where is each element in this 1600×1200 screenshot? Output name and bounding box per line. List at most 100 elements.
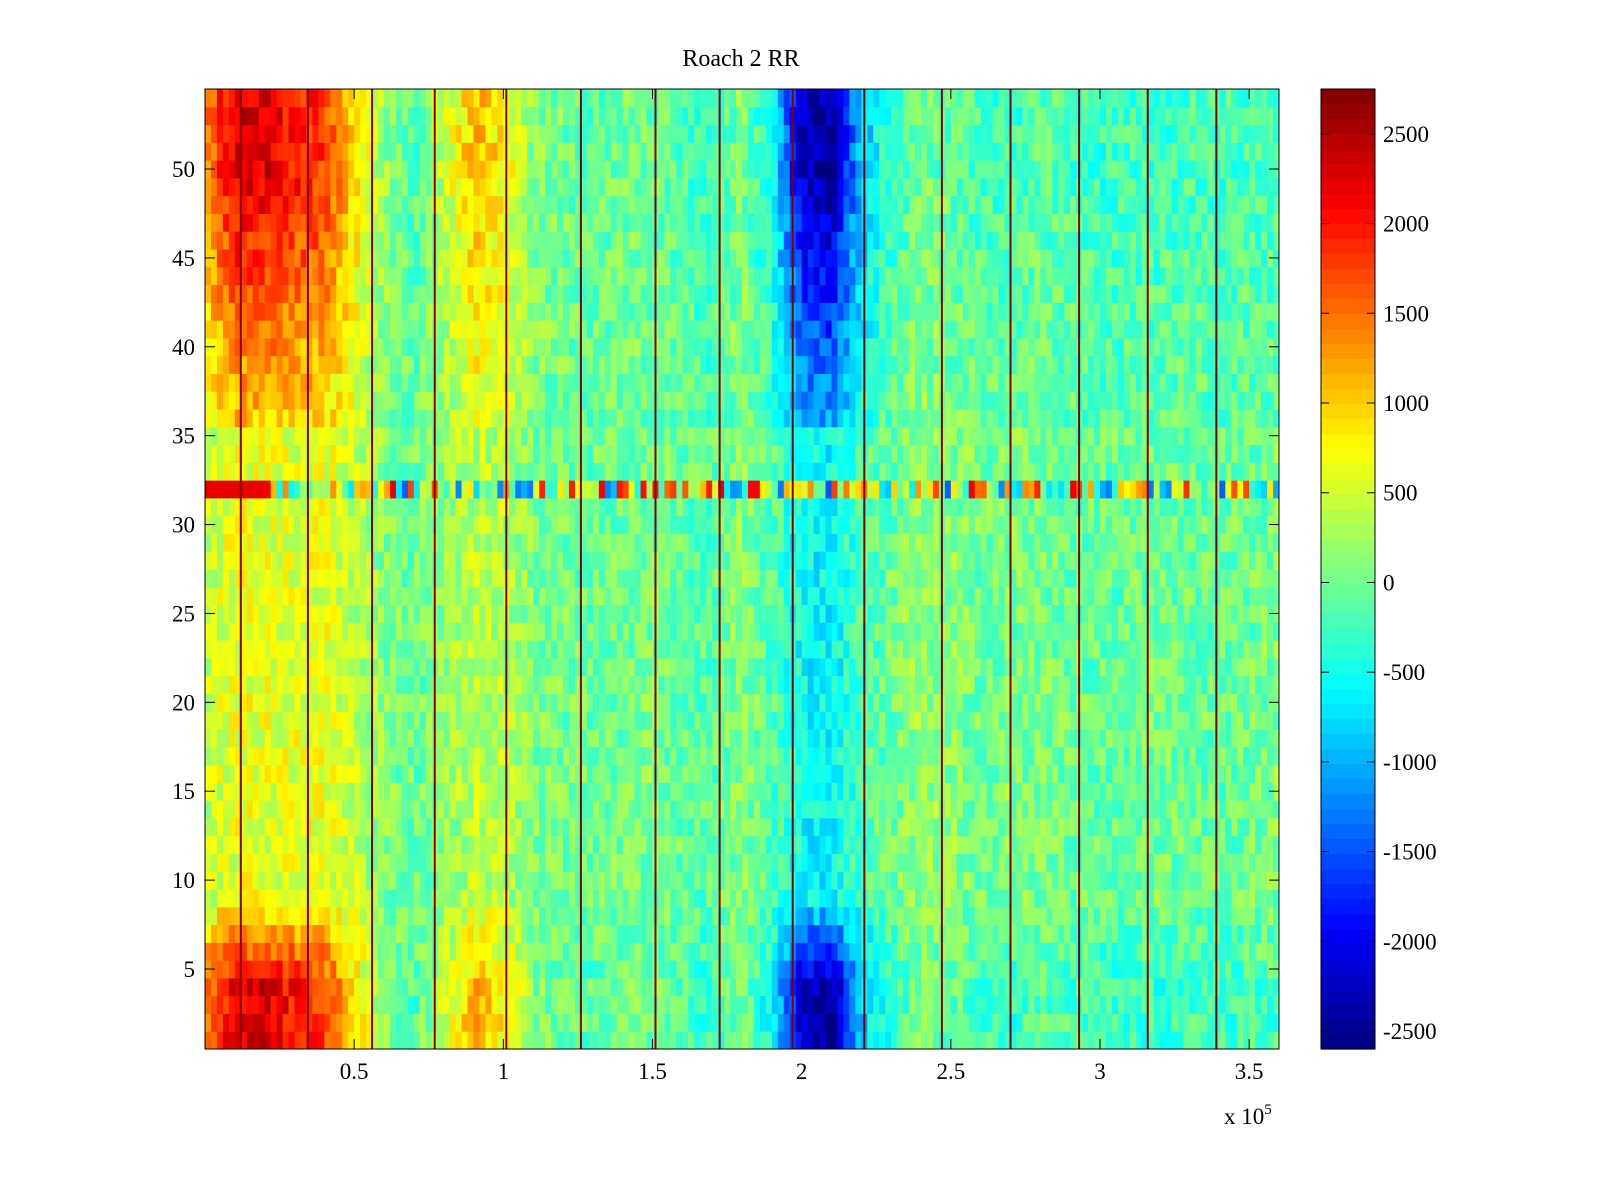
heatmap-cell bbox=[1183, 835, 1190, 854]
heatmap-cell bbox=[909, 960, 916, 979]
heatmap-cell bbox=[515, 764, 522, 783]
heatmap-cell bbox=[968, 711, 976, 730]
heatmap-cell bbox=[1237, 693, 1244, 712]
heatmap-cell bbox=[1189, 569, 1196, 588]
heatmap-cell bbox=[1225, 942, 1232, 961]
heatmap-cell bbox=[586, 693, 594, 712]
heatmap-cell bbox=[330, 1031, 337, 1049]
heatmap-cell bbox=[1195, 924, 1202, 943]
heatmap-cell bbox=[909, 711, 916, 730]
heatmap-cell bbox=[610, 977, 618, 997]
heatmap-cell bbox=[366, 586, 373, 606]
heatmap-cell bbox=[1153, 906, 1161, 926]
heatmap-cell bbox=[485, 569, 492, 588]
heatmap-cell bbox=[330, 817, 337, 837]
heatmap-cell bbox=[437, 906, 445, 926]
heatmap-cell bbox=[1153, 693, 1161, 712]
heatmap-cell bbox=[712, 906, 719, 926]
heatmap-cell bbox=[724, 995, 731, 1014]
heatmap-cell bbox=[771, 817, 779, 837]
heatmap-cell bbox=[461, 924, 469, 943]
heatmap-cell bbox=[372, 551, 379, 570]
heatmap-cell bbox=[1022, 800, 1029, 819]
heatmap-cell bbox=[610, 817, 618, 837]
heatmap-cell bbox=[968, 640, 976, 659]
heatmap-cell bbox=[515, 1013, 522, 1032]
heatmap-cell bbox=[909, 995, 916, 1014]
heatmap-cell bbox=[1219, 657, 1226, 677]
heatmap-cell bbox=[1064, 657, 1071, 677]
heatmap-cell bbox=[1153, 604, 1161, 623]
heatmap-cell bbox=[610, 622, 618, 641]
heatmap-cell bbox=[628, 1013, 636, 1032]
heatmap-cell bbox=[879, 960, 886, 979]
heatmap-cell bbox=[1261, 995, 1268, 1014]
heatmap-cell bbox=[1034, 960, 1041, 979]
heatmap-cell bbox=[1207, 586, 1214, 606]
heatmap-cell bbox=[1237, 995, 1244, 1014]
heatmap-cell bbox=[545, 977, 552, 997]
heatmap-cell bbox=[246, 551, 254, 570]
heatmap-cell bbox=[580, 586, 588, 606]
heatmap-cell bbox=[831, 889, 838, 908]
heatmap-cell bbox=[288, 657, 295, 677]
heatmap-cell bbox=[348, 604, 355, 623]
heatmap-cell bbox=[843, 960, 850, 979]
heatmap-cell bbox=[747, 729, 755, 748]
heatmap-cell bbox=[1153, 746, 1161, 766]
heatmap-cell bbox=[1052, 764, 1059, 783]
heatmap-cell bbox=[360, 906, 367, 926]
heatmap-cell bbox=[288, 995, 295, 1014]
heatmap-cell bbox=[867, 569, 874, 588]
heatmap-cell bbox=[318, 871, 325, 890]
heatmap-cell bbox=[1207, 871, 1214, 890]
heatmap-cell bbox=[670, 764, 677, 783]
heatmap-cell bbox=[1022, 622, 1029, 641]
heatmap-cell bbox=[730, 604, 737, 623]
heatmap-cell bbox=[1129, 729, 1137, 748]
heatmap-cell bbox=[1111, 924, 1119, 943]
heatmap-cell bbox=[413, 729, 421, 748]
heatmap-cell bbox=[1243, 586, 1250, 606]
heatmap-cell bbox=[640, 746, 648, 766]
heatmap-cell bbox=[1105, 657, 1113, 677]
heatmap-cell bbox=[1231, 569, 1238, 588]
heatmap-cell bbox=[240, 693, 248, 712]
heatmap-cell bbox=[574, 657, 582, 677]
heatmap-cell bbox=[222, 711, 230, 730]
heatmap-cell bbox=[288, 1031, 295, 1049]
heatmap-cell bbox=[843, 729, 850, 748]
heatmap-cell bbox=[324, 800, 331, 819]
heatmap-cell bbox=[1255, 906, 1262, 926]
heatmap-cell bbox=[288, 942, 295, 961]
heatmap-cell bbox=[1111, 1013, 1119, 1032]
heatmap-cell bbox=[658, 1013, 665, 1032]
heatmap-cell bbox=[491, 586, 498, 606]
heatmap-cell bbox=[300, 693, 307, 712]
heatmap-cell bbox=[586, 604, 594, 623]
heatmap-cell bbox=[706, 835, 713, 854]
heatmap-cell bbox=[222, 977, 230, 997]
heatmap-cell bbox=[747, 942, 755, 961]
heatmap-cell bbox=[998, 853, 1006, 872]
heatmap-cell bbox=[1082, 1031, 1089, 1049]
heatmap-cell bbox=[1201, 924, 1208, 943]
heatmap-cell bbox=[395, 640, 403, 659]
heatmap-cell bbox=[753, 889, 761, 908]
heatmap-cell bbox=[509, 906, 516, 926]
heatmap-cell bbox=[634, 800, 642, 819]
heatmap-cell bbox=[557, 657, 564, 677]
heatmap-cell bbox=[324, 835, 331, 854]
heatmap-cell bbox=[354, 551, 361, 570]
heatmap-cell bbox=[461, 977, 469, 997]
heatmap-cell bbox=[622, 942, 630, 961]
heatmap-cell bbox=[903, 1013, 910, 1032]
heatmap-cell bbox=[306, 1013, 313, 1032]
heatmap-cell bbox=[742, 657, 749, 677]
heatmap-cell bbox=[1189, 604, 1196, 623]
heatmap-cell bbox=[234, 729, 242, 748]
heatmap-cell bbox=[676, 817, 683, 837]
heatmap-cell bbox=[622, 764, 630, 783]
heatmap-cell bbox=[1058, 764, 1065, 783]
heatmap-cell bbox=[395, 586, 403, 606]
